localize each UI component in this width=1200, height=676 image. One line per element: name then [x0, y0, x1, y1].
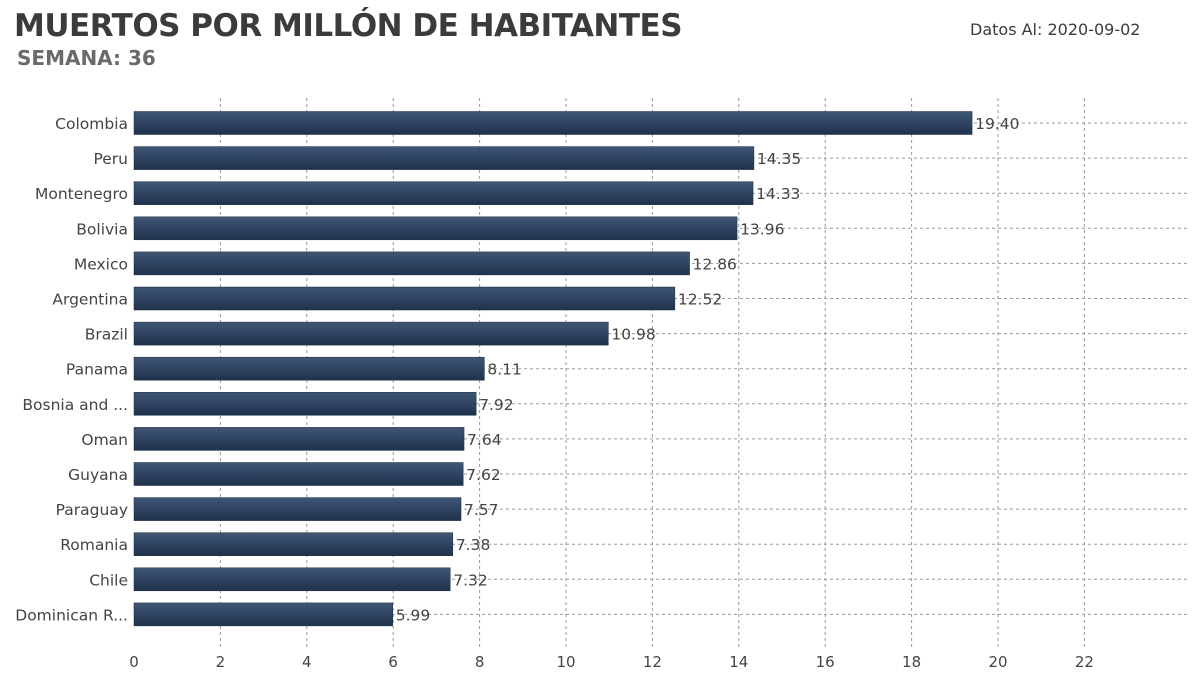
- x-tick-label: 12: [643, 653, 662, 671]
- x-tick-label: 20: [988, 653, 1007, 671]
- x-tick-label: 16: [816, 653, 835, 671]
- category-label: Mexico: [74, 255, 128, 273]
- bar[interactable]: [133, 321, 609, 346]
- value-label: 19.40: [975, 115, 1019, 133]
- value-label: 7.62: [466, 466, 501, 484]
- x-tick-label: 10: [556, 653, 575, 671]
- category-label: Dominican R...: [15, 606, 128, 624]
- chart-subtitle: SEMANA: 36: [17, 46, 156, 70]
- value-label: 12.52: [678, 291, 722, 309]
- category-label: Montenegro: [35, 185, 128, 203]
- chart-title: MUERTOS POR MILLÓN DE HABITANTES: [14, 8, 683, 44]
- category-label: Oman: [81, 431, 128, 449]
- bar[interactable]: [133, 251, 690, 276]
- labels: 0 2 4 6 8 10 12 14 16 18 20 22 Colombia 19.40 Peru 14.3…: [15, 115, 1094, 671]
- x-tick-label: 8: [475, 653, 485, 671]
- x-tick-label: 0: [129, 653, 139, 671]
- category-label: Paraguay: [56, 501, 128, 519]
- date-value: 2020-09-02: [1047, 20, 1141, 39]
- bar[interactable]: [133, 146, 755, 170]
- value-label: 5.99: [396, 606, 431, 624]
- x-tick-label: 22: [1075, 653, 1094, 671]
- bar[interactable]: [133, 427, 465, 451]
- bar[interactable]: [133, 111, 973, 135]
- bar[interactable]: [133, 181, 754, 205]
- value-label: 8.11: [487, 361, 522, 379]
- value-label: 10.98: [611, 326, 655, 344]
- x-tick-label: 2: [216, 653, 226, 671]
- bar[interactable]: [133, 392, 477, 416]
- category-label: Panama: [66, 361, 128, 379]
- value-label: 7.57: [464, 501, 499, 519]
- x-tick-label: 14: [729, 653, 748, 671]
- data-date: Datos Al: 2020-09-02: [970, 20, 1140, 39]
- category-label: Brazil: [85, 326, 128, 344]
- bar[interactable]: [133, 497, 462, 521]
- value-label: 7.38: [456, 536, 491, 554]
- category-label: Bosnia and ...: [22, 396, 128, 414]
- x-tick-label: 18: [902, 653, 921, 671]
- value-label: 14.33: [756, 185, 800, 203]
- category-label: Peru: [93, 150, 128, 168]
- value-label: 14.35: [757, 150, 801, 168]
- x-tick-label: 6: [388, 653, 398, 671]
- bar[interactable]: [133, 216, 738, 241]
- bar[interactable]: [133, 462, 464, 486]
- value-label: 7.64: [467, 431, 502, 449]
- category-label: Chile: [89, 571, 128, 589]
- x-tick-label: 4: [302, 653, 312, 671]
- value-label: 13.96: [740, 220, 784, 238]
- date-label: Datos Al:: [970, 20, 1043, 39]
- value-label: 7.32: [453, 571, 488, 589]
- value-label: 12.86: [693, 255, 737, 273]
- bar[interactable]: [133, 356, 485, 381]
- category-label: Guyana: [68, 466, 128, 484]
- bar[interactable]: [133, 286, 676, 311]
- category-label: Bolivia: [76, 220, 128, 238]
- value-label: 7.92: [479, 396, 514, 414]
- bar[interactable]: [133, 532, 454, 556]
- bars: [133, 111, 973, 627]
- category-label: Argentina: [52, 291, 128, 309]
- bar[interactable]: [133, 567, 451, 592]
- bar[interactable]: [133, 602, 394, 627]
- category-label: Colombia: [55, 115, 128, 133]
- category-label: Romania: [60, 536, 128, 554]
